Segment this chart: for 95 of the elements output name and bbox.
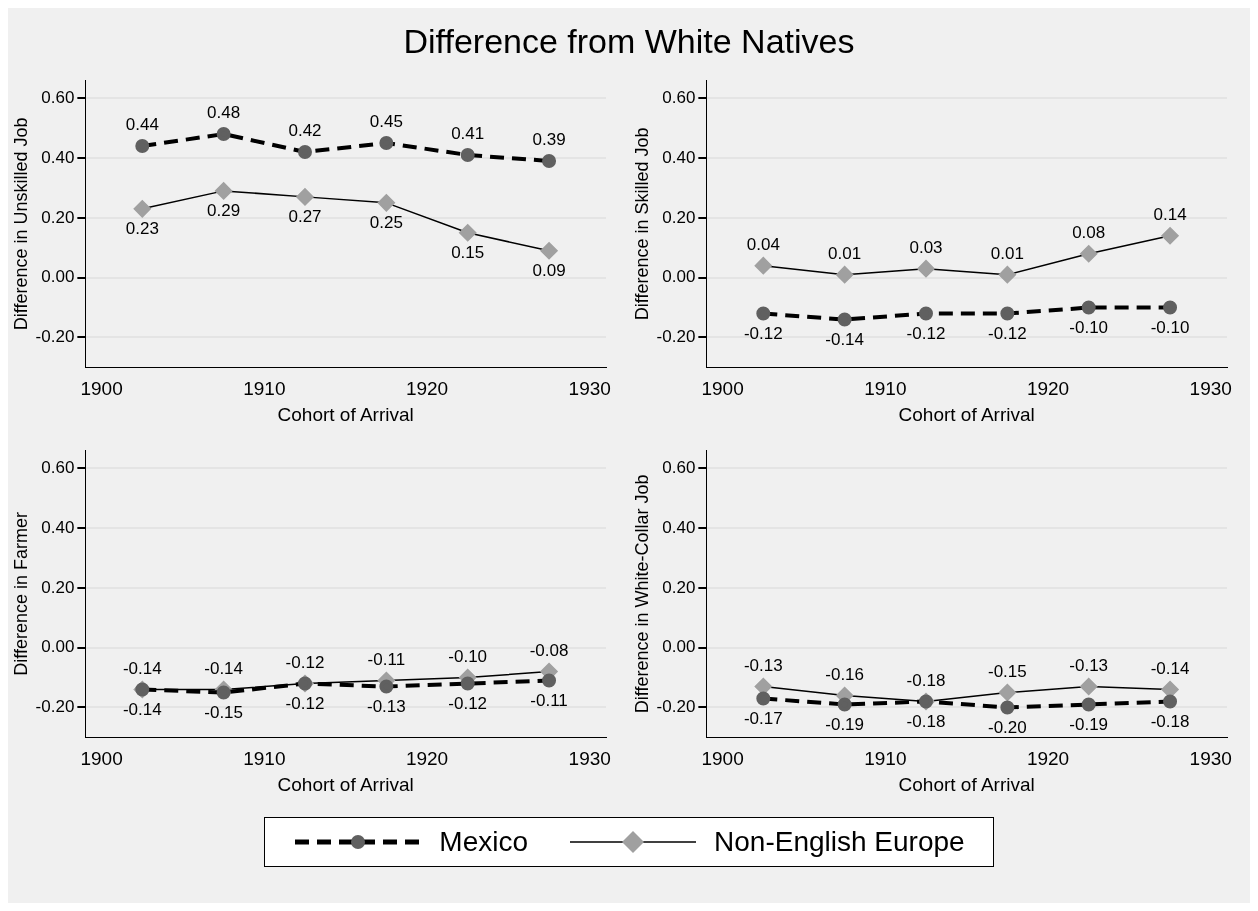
y-tick-label: 0.40: [41, 147, 75, 167]
legend-label: Mexico: [439, 826, 529, 858]
data-label: -0.19: [825, 714, 865, 734]
x-tick-label: 1900: [80, 378, 123, 400]
data-label: -0.14: [825, 329, 865, 349]
data-label: -0.14: [204, 658, 244, 678]
y-tick-label: 0.00: [41, 637, 75, 657]
data-label: -0.12: [743, 323, 783, 343]
data-label: -0.12: [906, 323, 946, 343]
data-label: -0.12: [285, 693, 325, 713]
data-label: 0.44: [125, 115, 159, 135]
data-label: 0.45: [369, 112, 403, 132]
data-label: -0.08: [529, 640, 569, 660]
data-label: 0.09: [532, 260, 566, 280]
data-label: -0.10: [1069, 317, 1109, 337]
data-label: 0.01: [828, 243, 862, 263]
x-tick-label: 1920: [1026, 748, 1070, 770]
x-tick-label: 1920: [405, 748, 449, 770]
y-axis-title: Difference in White-Collar Job: [631, 474, 652, 714]
data-label: 0.48: [207, 103, 241, 123]
data-label: -0.20: [987, 717, 1027, 737]
data-label: -0.11: [530, 690, 568, 710]
x-tick-label: 1900: [701, 378, 744, 400]
y-tick-label: 0.00: [41, 267, 75, 287]
x-tick-label: 1910: [243, 748, 286, 770]
data-label: 0.23: [125, 219, 159, 239]
data-label: -0.12: [285, 652, 325, 672]
y-tick-label: -0.20: [656, 697, 696, 717]
data-label: 0.03: [909, 237, 943, 257]
x-tick-label: 1930: [568, 748, 611, 770]
y-tick-label: 0.60: [41, 87, 75, 107]
data-label: -0.10: [448, 646, 488, 666]
data-label: 0.39: [532, 130, 566, 150]
y-tick-label: 0.60: [662, 87, 696, 107]
data-label: -0.19: [1069, 714, 1109, 734]
data-label: -0.15: [204, 702, 244, 722]
data-label: -0.14: [1150, 658, 1190, 678]
data-label: -0.13: [1069, 655, 1109, 675]
data-label: -0.12: [987, 323, 1027, 343]
x-axis-title: Cohort of Arrival: [277, 773, 414, 795]
data-label: -0.13: [366, 696, 406, 716]
x-tick-label: 1930: [568, 378, 611, 400]
x-axis-title: Cohort of Arrival: [898, 403, 1035, 425]
y-tick-label: 0.20: [41, 577, 75, 597]
y-tick-label: 0.20: [662, 207, 696, 227]
y-tick-label: 0.60: [41, 457, 75, 477]
y-tick-label: 0.40: [662, 147, 696, 167]
x-tick-label: 1930: [1189, 378, 1232, 400]
y-tick-label: 0.20: [662, 577, 696, 597]
data-label: -0.17: [743, 708, 783, 728]
y-tick-label: -0.20: [35, 327, 75, 347]
data-label: 0.15: [451, 242, 485, 262]
y-tick-label: 0.00: [662, 267, 696, 287]
y-tick-label: 0.60: [662, 457, 696, 477]
data-label: 0.14: [1153, 204, 1187, 224]
data-label: 0.29: [207, 201, 241, 221]
x-axis-title: Cohort of Arrival: [898, 773, 1035, 795]
data-label: -0.12: [448, 693, 488, 713]
data-label: 0.04: [746, 234, 780, 254]
data-label: 0.08: [1072, 222, 1106, 242]
data-label: -0.16: [825, 664, 865, 684]
data-label: -0.18: [906, 670, 946, 690]
x-tick-label: 1900: [80, 748, 123, 770]
y-tick-label: 0.40: [662, 517, 696, 537]
x-tick-label: 1920: [1026, 378, 1070, 400]
x-tick-label: 1920: [405, 378, 449, 400]
y-axis-title: Difference in Skilled Job: [631, 127, 652, 321]
data-label: -0.18: [1150, 711, 1190, 731]
y-tick-label: 0.40: [41, 517, 75, 537]
y-tick-label: -0.20: [656, 327, 696, 347]
data-label: 0.42: [288, 121, 322, 141]
x-tick-label: 1910: [864, 748, 907, 770]
x-tick-label: 1910: [864, 378, 907, 400]
y-axis-title: Difference in Unskilled Job: [10, 117, 31, 331]
x-tick-label: 1910: [243, 378, 286, 400]
data-label: -0.15: [987, 661, 1027, 681]
chart-title: Difference from White Natives: [403, 22, 855, 61]
data-label: 0.01: [990, 243, 1024, 263]
data-label: -0.11: [367, 649, 406, 669]
data-label: -0.18: [906, 711, 946, 731]
data-label: 0.27: [288, 207, 322, 227]
data-label: -0.10: [1150, 317, 1190, 337]
data-label: -0.13: [743, 655, 783, 675]
y-axis-title: Difference in Farmer: [10, 511, 31, 676]
x-axis-title: Cohort of Arrival: [277, 403, 414, 425]
x-tick-label: 1930: [1189, 748, 1232, 770]
y-tick-label: 0.20: [41, 207, 75, 227]
y-tick-label: -0.20: [35, 697, 75, 717]
data-label: -0.14: [122, 699, 162, 719]
legend-label: Non-English Europe: [714, 826, 965, 858]
y-tick-label: 0.00: [662, 637, 696, 657]
x-tick-label: 1900: [701, 748, 744, 770]
data-label: 0.41: [451, 124, 485, 144]
data-label: -0.14: [122, 658, 162, 678]
data-label: 0.25: [369, 213, 403, 233]
